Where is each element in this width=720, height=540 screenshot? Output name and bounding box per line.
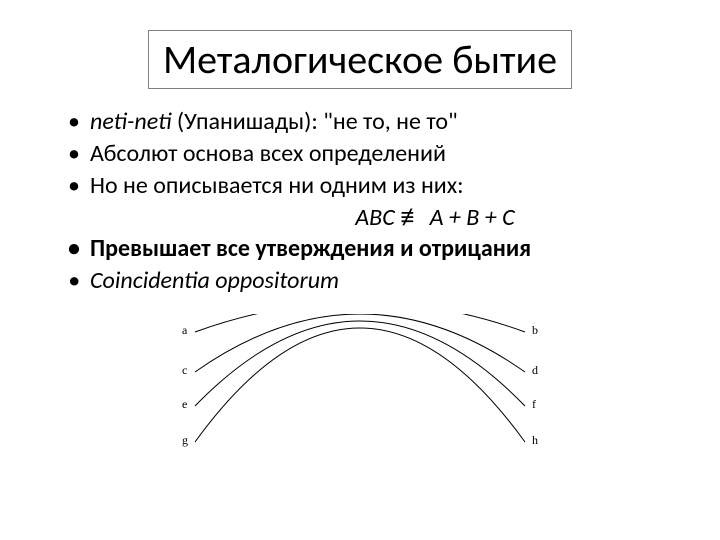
bullet-3: Но не описывается ни одним из них: bbox=[68, 171, 670, 201]
bullet-5: Coincidentia oppositorum bbox=[68, 266, 670, 296]
title: Металогическое бытие bbox=[163, 35, 557, 84]
arc-ef bbox=[195, 321, 525, 406]
bullet-2: Абсолют основа всех определений bbox=[68, 139, 670, 169]
label-g: g bbox=[182, 433, 188, 447]
bullet-list-2: Превышает все утверждения и отрицания Co… bbox=[68, 234, 670, 296]
arcs-svg: а b с d е f g h bbox=[170, 314, 550, 464]
label-b: b bbox=[532, 323, 538, 337]
label-e: е bbox=[182, 397, 187, 411]
label-f: f bbox=[532, 397, 536, 411]
label-h: h bbox=[532, 433, 538, 447]
arc-gh bbox=[195, 328, 525, 442]
formula: ABC ≢ A + B + C bbox=[200, 203, 670, 232]
bullet-1: neti-neti (Упанишады): "не то, не то" bbox=[68, 107, 670, 137]
label-a: а bbox=[182, 323, 188, 337]
bullet-1-rest: (Упанишады): "не то, не то" bbox=[177, 107, 458, 136]
title-box: Металогическое бытие bbox=[148, 30, 572, 89]
slide: Металогическое бытие neti-neti (Упанишад… bbox=[0, 0, 720, 540]
label-d: d bbox=[532, 363, 538, 377]
label-c: с bbox=[182, 363, 187, 377]
bullet-1-italic: neti-neti bbox=[90, 107, 177, 136]
bullet-4: Превышает все утверждения и отрицания bbox=[68, 234, 670, 264]
arcs-diagram: а b с d е f g h bbox=[170, 314, 550, 464]
bullet-list: neti-neti (Упанишады): "не то, не то" Аб… bbox=[68, 107, 670, 201]
arc-ab bbox=[195, 314, 525, 332]
arc-cd bbox=[195, 314, 525, 372]
